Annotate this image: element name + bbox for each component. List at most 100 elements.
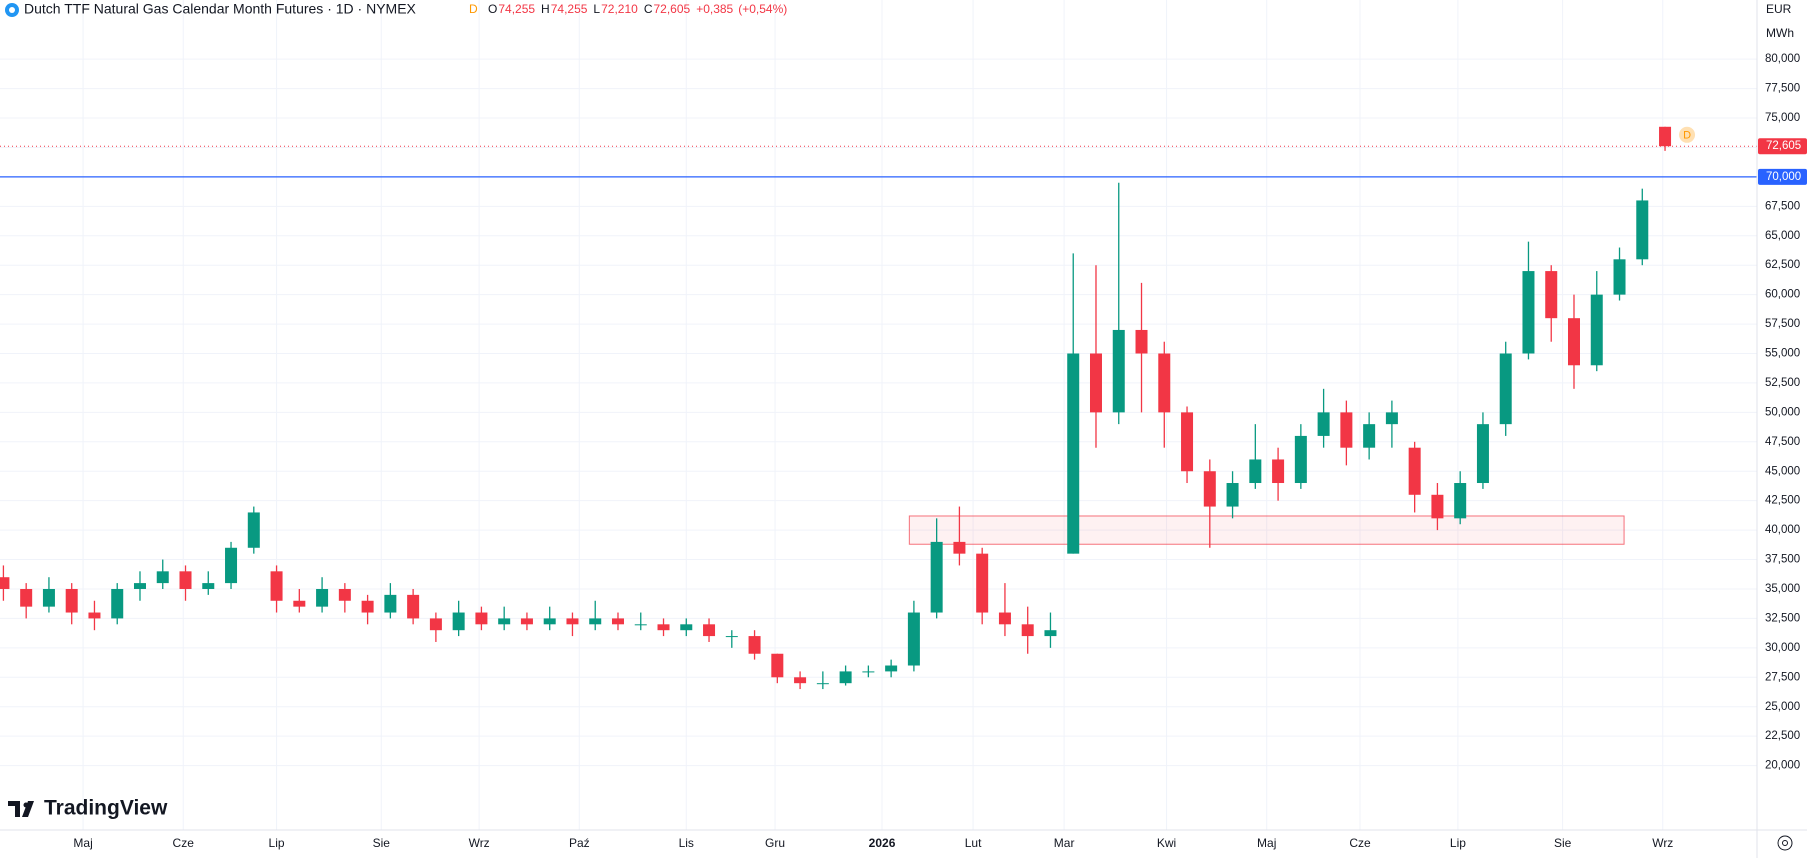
- y-tick-label: 65,000: [1765, 230, 1800, 242]
- candle-body: [611, 618, 624, 625]
- candle-body: [42, 588, 55, 607]
- y-tick-label: 55,000: [1765, 348, 1800, 360]
- candle-body: [384, 594, 397, 613]
- candle-body: [885, 665, 898, 672]
- candle-body: [1613, 259, 1626, 295]
- candle-body: [1181, 412, 1194, 472]
- ohlc-value: 72,210: [601, 2, 638, 16]
- candle-body: [520, 618, 533, 625]
- y-tick-label: 37,500: [1765, 554, 1800, 566]
- y-tick-label: 62,500: [1765, 259, 1800, 271]
- x-tick-label: Maj: [1257, 836, 1276, 850]
- plot: [0, 126, 1757, 690]
- y-tick-label: 42,500: [1765, 495, 1800, 507]
- candle-body: [1636, 200, 1649, 260]
- candle-body: [111, 588, 124, 619]
- x-tick-label: Sie: [1554, 836, 1572, 850]
- candle-body: [794, 677, 807, 684]
- candle-body: [1454, 483, 1467, 519]
- ohlc-key: O: [488, 2, 497, 16]
- ohlc-value: 72,605: [653, 2, 690, 16]
- candle-body: [293, 600, 306, 607]
- candle-body: [88, 612, 101, 619]
- candle-body: [429, 618, 442, 631]
- ohlc-value: 74,255: [498, 2, 535, 16]
- candle-body: [657, 624, 670, 631]
- settings-icon[interactable]: [1777, 835, 1793, 851]
- candle-body: [20, 588, 33, 607]
- candle-body: [1659, 126, 1672, 147]
- candle-body: [1089, 353, 1102, 413]
- candle-body: [498, 618, 511, 625]
- ohlc-value: 74,255: [551, 2, 588, 16]
- candle-body: [133, 583, 146, 589]
- currency[interactable]: EUR: [1766, 2, 1792, 16]
- candle-body: [953, 541, 966, 554]
- candle-body: [839, 671, 852, 684]
- candle-body: [1385, 412, 1398, 425]
- zone: [908, 515, 1625, 545]
- last-price-bg: [1758, 138, 1807, 155]
- hline-label: 70,000: [1766, 171, 1801, 183]
- candle-body: [316, 588, 329, 607]
- candle-body: [1522, 271, 1535, 354]
- y-tick-label: 47,500: [1765, 436, 1800, 448]
- x-tick-label: Maj: [73, 836, 92, 850]
- x-tick-label: Sie: [373, 836, 391, 850]
- candle-body: [1135, 329, 1148, 354]
- x-tick-label: Cze: [173, 836, 195, 850]
- chart-title: Dutch TTF Natural Gas Calendar Month Fut…: [24, 1, 417, 17]
- candle-body: [748, 636, 761, 654]
- ohlc-key: H: [541, 2, 550, 16]
- candle-body: [475, 612, 488, 625]
- y-tick-label: 40,000: [1765, 524, 1800, 536]
- candle-body: [65, 588, 78, 613]
- candle-body: [634, 624, 647, 626]
- ohlc-key: L: [593, 2, 600, 16]
- candle-body: [1272, 459, 1285, 484]
- x-tick-label: Lis: [679, 836, 694, 850]
- y-tick-label: 27,500: [1765, 671, 1800, 683]
- y-tick-label: 57,500: [1765, 318, 1800, 330]
- candle-body: [1317, 412, 1330, 436]
- y-tick-label: 32,500: [1765, 612, 1800, 624]
- grid: [0, 0, 1757, 830]
- candle-body: [1294, 435, 1307, 484]
- candle-body: [1545, 271, 1558, 319]
- logo: TradingView: [8, 797, 168, 820]
- candle-body: [725, 636, 738, 638]
- last-price-label: 72,605: [1766, 140, 1801, 152]
- candle-body: [907, 612, 920, 666]
- candle-body: [543, 618, 556, 625]
- candle-body: [1567, 318, 1580, 366]
- candle-body: [771, 653, 784, 678]
- candle-body: [589, 618, 602, 625]
- candle-body: [1067, 353, 1080, 554]
- y-tick-label: 60,000: [1765, 289, 1800, 301]
- x-tick-label: Gru: [765, 836, 785, 850]
- hline-label-bg: [1758, 168, 1807, 185]
- candle-body: [1112, 329, 1125, 413]
- settings-icon-inner: [1782, 840, 1788, 846]
- dividend-badge-bg: [1679, 126, 1696, 143]
- x-tick-label: Paź: [569, 836, 590, 850]
- candle-body: [225, 547, 238, 584]
- y-tick-label: 67,500: [1765, 200, 1800, 212]
- unit[interactable]: MWh: [1766, 26, 1794, 40]
- candle-body: [976, 553, 989, 613]
- x-tick-label: Lut: [965, 836, 982, 850]
- candle-body: [566, 618, 579, 625]
- candle-body: [1431, 494, 1444, 519]
- x-tick-label: Kwi: [1157, 836, 1176, 850]
- candle-body: [1021, 624, 1034, 637]
- candle-body: [1044, 630, 1057, 637]
- y-tick-label: 22,500: [1765, 730, 1800, 742]
- dividend-badge: D: [1683, 130, 1691, 142]
- candle-body: [1499, 353, 1512, 425]
- candle-body: [202, 583, 215, 589]
- y-tick-label: 50,000: [1765, 406, 1800, 418]
- candle-body: [361, 600, 374, 613]
- candle-body: [703, 624, 716, 637]
- candle-body: [1340, 412, 1353, 448]
